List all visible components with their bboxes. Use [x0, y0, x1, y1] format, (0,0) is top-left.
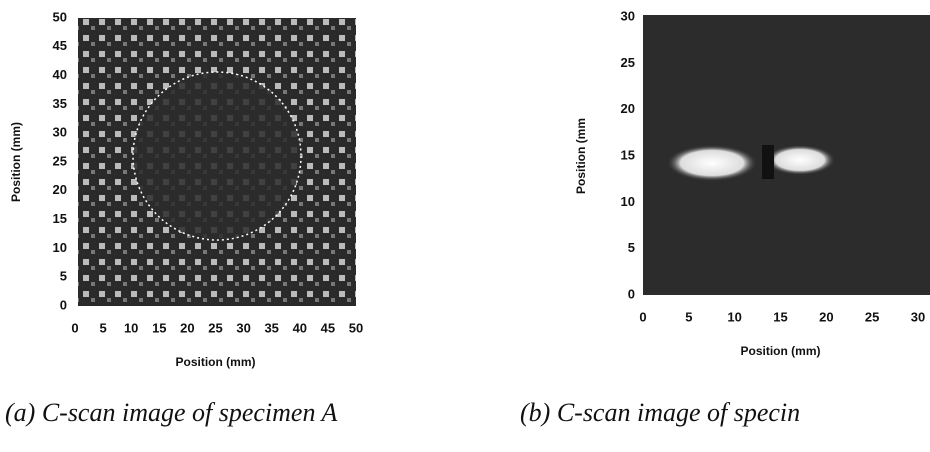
y-tick-label: 45 [53, 38, 67, 53]
x-tick-label: 5 [99, 320, 106, 335]
x-axis-label: Position (mm) [176, 355, 256, 369]
caption: (b) C-scan image of specin [520, 398, 800, 427]
x-tick-label: 0 [639, 309, 646, 324]
y-tick-label: 10 [53, 240, 67, 255]
y-tick-label: 25 [53, 153, 67, 168]
y-tick-label: 50 [53, 9, 67, 24]
x-tick-label: 30 [236, 320, 250, 335]
x-tick-label: 10 [124, 320, 138, 335]
y-tick-label: 20 [53, 182, 67, 197]
x-tick-label: 15 [773, 309, 787, 324]
y-axis-label: Position (mm) [9, 122, 23, 202]
x-tick-label: 40 [293, 320, 307, 335]
y-tick-label: 40 [53, 67, 67, 82]
y-tick-label: 5 [60, 269, 67, 284]
y-tick-label: 35 [53, 96, 67, 111]
x-tick-label: 50 [349, 320, 363, 335]
defect-blob [667, 145, 757, 181]
x-tick-label: 20 [180, 320, 194, 335]
y-tick-label: 30 [621, 8, 635, 23]
defect-circle [133, 72, 301, 240]
x-tick-label: 30 [911, 309, 925, 324]
y-tick-label: 15 [53, 211, 67, 226]
defect-gap [762, 145, 774, 179]
y-tick-label: 0 [628, 286, 635, 301]
x-tick-label: 25 [865, 309, 879, 324]
x-tick-label: 25 [208, 320, 222, 335]
y-tick-label: 10 [621, 194, 635, 209]
x-tick-label: 35 [264, 320, 278, 335]
figure: 0510152025303540455005101520253035404550… [0, 0, 930, 452]
caption: (a) C-scan image of specimen A [5, 398, 338, 427]
x-tick-label: 20 [819, 309, 833, 324]
y-tick-label: 15 [621, 147, 635, 162]
y-tick-label: 5 [628, 240, 635, 255]
x-tick-label: 45 [321, 320, 335, 335]
x-tick-label: 10 [727, 309, 741, 324]
y-axis-label: Position (mm [574, 118, 588, 194]
x-tick-label: 0 [71, 320, 78, 335]
y-tick-label: 0 [60, 297, 67, 312]
x-axis-label: Position (mm) [741, 344, 821, 358]
y-tick-label: 30 [53, 125, 67, 140]
y-tick-label: 25 [621, 55, 635, 70]
x-tick-label: 15 [152, 320, 166, 335]
x-tick-label: 5 [685, 309, 692, 324]
defect-blob [765, 145, 835, 175]
y-tick-label: 20 [621, 101, 635, 116]
